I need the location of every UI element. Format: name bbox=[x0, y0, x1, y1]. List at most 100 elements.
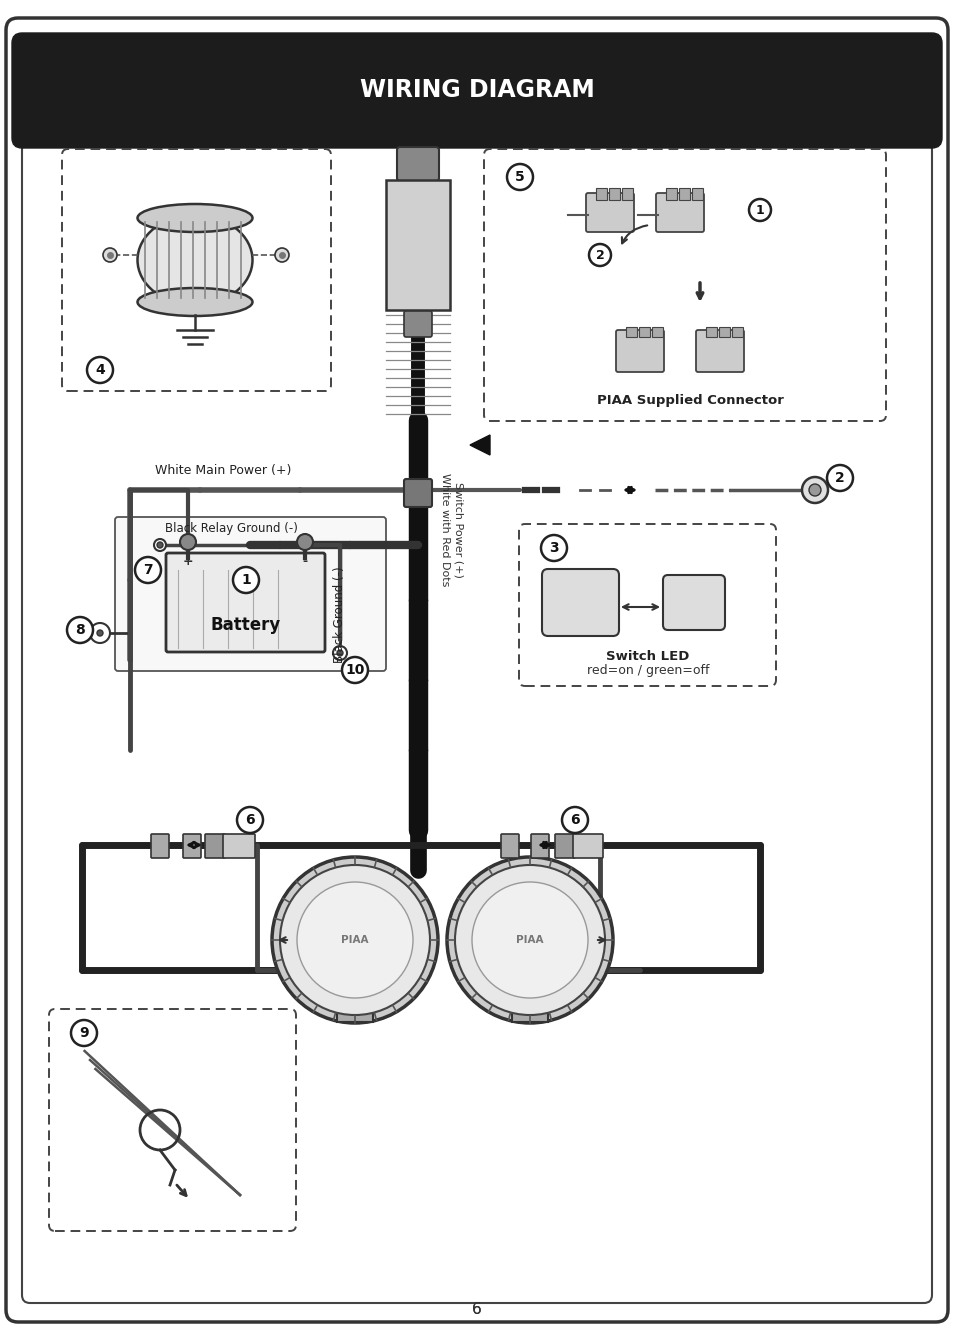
Circle shape bbox=[506, 163, 533, 190]
Bar bbox=[639, 327, 649, 336]
Circle shape bbox=[333, 646, 347, 661]
Text: 6: 6 bbox=[472, 1302, 481, 1317]
FancyBboxPatch shape bbox=[6, 17, 947, 1323]
Circle shape bbox=[67, 616, 92, 643]
Circle shape bbox=[472, 882, 587, 998]
Text: red=on / green=off: red=on / green=off bbox=[586, 663, 708, 677]
Text: -: - bbox=[302, 555, 307, 568]
Bar bbox=[665, 188, 677, 200]
Circle shape bbox=[233, 567, 258, 594]
Bar bbox=[719, 327, 729, 336]
Circle shape bbox=[153, 539, 166, 551]
FancyBboxPatch shape bbox=[662, 575, 724, 630]
Circle shape bbox=[135, 557, 161, 583]
Bar bbox=[621, 188, 633, 200]
Text: White with Red Dots: White with Red Dots bbox=[439, 473, 450, 587]
Circle shape bbox=[274, 248, 289, 263]
Text: 1: 1 bbox=[241, 574, 251, 587]
FancyBboxPatch shape bbox=[12, 34, 941, 147]
Circle shape bbox=[180, 535, 195, 549]
Text: White Main Power (+): White Main Power (+) bbox=[154, 464, 291, 477]
FancyBboxPatch shape bbox=[403, 311, 432, 336]
Circle shape bbox=[87, 356, 112, 383]
Ellipse shape bbox=[137, 288, 253, 316]
Circle shape bbox=[103, 248, 117, 263]
Bar bbox=[691, 188, 702, 200]
Text: +: + bbox=[182, 555, 193, 568]
Circle shape bbox=[588, 244, 610, 267]
Text: 2: 2 bbox=[595, 248, 604, 261]
FancyBboxPatch shape bbox=[151, 833, 169, 858]
Text: 5: 5 bbox=[515, 170, 524, 184]
Bar bbox=[651, 327, 662, 336]
Circle shape bbox=[561, 807, 587, 833]
FancyBboxPatch shape bbox=[531, 833, 548, 858]
Circle shape bbox=[748, 200, 770, 221]
Ellipse shape bbox=[137, 214, 253, 306]
Bar bbox=[705, 327, 717, 336]
Circle shape bbox=[236, 807, 263, 833]
Text: 6: 6 bbox=[245, 813, 254, 827]
Bar bbox=[731, 327, 742, 336]
FancyBboxPatch shape bbox=[115, 517, 386, 671]
FancyBboxPatch shape bbox=[555, 833, 575, 858]
Bar bbox=[596, 188, 606, 200]
FancyBboxPatch shape bbox=[205, 833, 225, 858]
Text: 6: 6 bbox=[570, 813, 579, 827]
Circle shape bbox=[272, 858, 437, 1022]
Text: 8: 8 bbox=[75, 623, 85, 636]
FancyBboxPatch shape bbox=[183, 833, 201, 858]
FancyBboxPatch shape bbox=[166, 553, 325, 653]
FancyBboxPatch shape bbox=[223, 833, 254, 858]
Text: PIAA: PIAA bbox=[516, 935, 543, 945]
Circle shape bbox=[296, 535, 313, 549]
Text: 4: 4 bbox=[95, 363, 105, 377]
Bar bbox=[336, 997, 373, 1022]
FancyBboxPatch shape bbox=[696, 330, 743, 373]
FancyBboxPatch shape bbox=[396, 147, 438, 181]
Circle shape bbox=[341, 657, 368, 683]
Circle shape bbox=[808, 484, 821, 496]
FancyBboxPatch shape bbox=[541, 570, 618, 636]
FancyBboxPatch shape bbox=[500, 833, 518, 858]
Circle shape bbox=[447, 858, 613, 1022]
Circle shape bbox=[90, 623, 110, 643]
Ellipse shape bbox=[137, 204, 253, 232]
Bar bbox=[512, 997, 547, 1022]
Text: 3: 3 bbox=[549, 541, 558, 555]
Bar bbox=[386, 180, 450, 310]
Bar bbox=[608, 188, 619, 200]
Text: 7: 7 bbox=[143, 563, 152, 578]
FancyBboxPatch shape bbox=[22, 142, 931, 1302]
FancyBboxPatch shape bbox=[616, 330, 663, 373]
Bar bbox=[679, 188, 689, 200]
Circle shape bbox=[826, 465, 852, 490]
FancyBboxPatch shape bbox=[403, 478, 432, 507]
FancyBboxPatch shape bbox=[656, 193, 703, 232]
Circle shape bbox=[157, 541, 163, 548]
Circle shape bbox=[280, 866, 430, 1014]
FancyBboxPatch shape bbox=[573, 833, 602, 858]
Circle shape bbox=[97, 630, 103, 636]
Circle shape bbox=[336, 650, 343, 657]
Text: 6: 6 bbox=[472, 1302, 481, 1317]
FancyBboxPatch shape bbox=[585, 193, 634, 232]
Bar bbox=[625, 327, 637, 336]
Text: PIAA: PIAA bbox=[341, 935, 369, 945]
Circle shape bbox=[296, 882, 413, 998]
Circle shape bbox=[455, 866, 604, 1014]
Text: Switch LED: Switch LED bbox=[606, 650, 689, 662]
Text: 10: 10 bbox=[345, 663, 364, 677]
Circle shape bbox=[540, 535, 566, 561]
Text: 1: 1 bbox=[755, 204, 763, 217]
Polygon shape bbox=[470, 436, 490, 456]
Text: PIAA Supplied Connector: PIAA Supplied Connector bbox=[596, 394, 782, 406]
Circle shape bbox=[801, 477, 827, 502]
Text: 9: 9 bbox=[79, 1026, 89, 1040]
Text: 2: 2 bbox=[834, 470, 844, 485]
Text: Battery: Battery bbox=[211, 616, 281, 634]
Text: Switch Power (+): Switch Power (+) bbox=[454, 482, 463, 578]
Circle shape bbox=[71, 1020, 97, 1047]
Text: Black Ground (-): Black Ground (-) bbox=[334, 567, 346, 663]
Text: WIRING DIAGRAM: WIRING DIAGRAM bbox=[359, 78, 594, 102]
